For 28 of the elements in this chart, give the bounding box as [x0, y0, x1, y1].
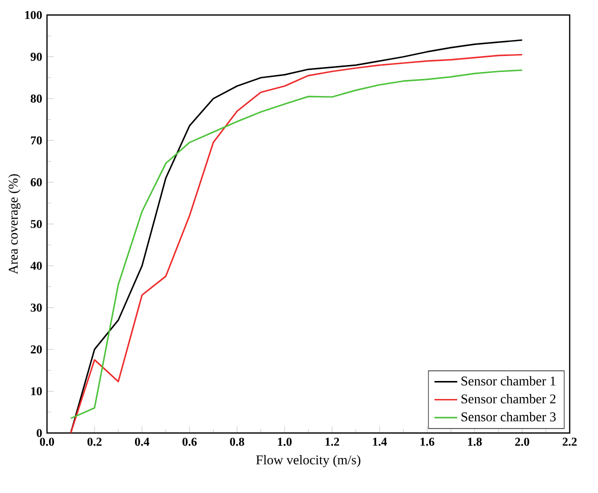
legend-label: Sensor chamber 1 — [462, 376, 556, 386]
x-tick-label: 1.4 — [373, 438, 387, 446]
x-tick-label: 0.6 — [182, 438, 197, 446]
x-axis-title: Flow velocity (m/s) — [256, 455, 360, 468]
y-tick-label: 0 — [36, 428, 42, 438]
y-axis-title: Area coverage (%) — [8, 174, 20, 274]
legend-label: Sensor chamber 3 — [462, 412, 556, 422]
y-tick-label: 40 — [30, 262, 42, 270]
y-tick-label: 60 — [30, 178, 42, 186]
y-tick-label: 30 — [30, 304, 42, 312]
y-tick-label: 70 — [30, 136, 42, 144]
x-tick-label: 0.8 — [230, 438, 244, 446]
x-tick-label: 2.0 — [515, 438, 530, 446]
y-tick-label: 20 — [30, 345, 42, 354]
y-tick-label: 90 — [30, 52, 42, 61]
x-tick-label: 0.2 — [87, 438, 102, 446]
y-tick-label: 100 — [25, 10, 42, 20]
x-tick-label: 1.8 — [468, 438, 482, 446]
legend-label: Sensor chamber 2 — [462, 394, 556, 404]
x-tick-label: 1.0 — [278, 438, 292, 446]
y-tick-label: 50 — [30, 220, 42, 228]
x-tick-label: 2.2 — [562, 438, 577, 446]
y-tick-label: 80 — [30, 94, 42, 103]
x-tick-label: 1.2 — [326, 438, 340, 446]
x-tick-label: 0.4 — [134, 438, 150, 446]
y-tick-label: 10 — [31, 387, 42, 396]
x-tick-label: 1.6 — [420, 438, 434, 446]
x-tick-label: 0.0 — [40, 438, 54, 446]
